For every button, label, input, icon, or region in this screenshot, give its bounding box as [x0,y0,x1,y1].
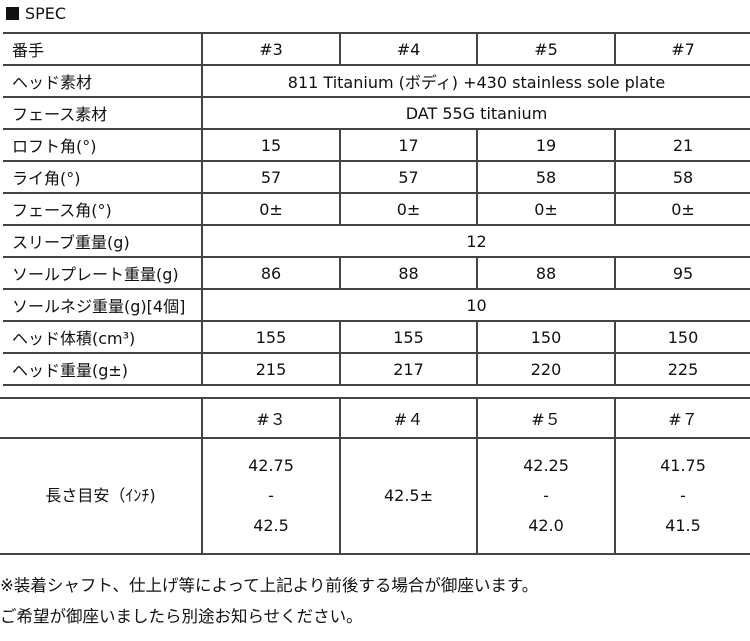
length-value: - [268,486,274,505]
table-row: ロフト角(°) 15 17 19 21 [3,128,750,162]
value-cell: 220 [476,352,615,386]
value-cell: 57 [201,160,340,194]
square-bullet-icon [6,7,19,20]
length-value: 41.75 [660,456,706,475]
merged-value-cell: DAT 55G titanium [201,96,750,130]
value-cell: 0± [614,192,750,226]
table-row: ヘッド重量(g±) 215 217 220 225 [3,352,750,386]
value-cell: 215 [201,352,340,386]
empty-corner-cell [0,397,202,439]
column-header: #３ [201,397,340,439]
value-cell: 42.25 - 42.0 [476,437,615,555]
table-row: 長さ目安（ｲﾝﾁ) 42.75 - 42.5 42.5± 42.25 - 42.0 41.75 -… [0,437,750,555]
row-label: フェース角(°) [3,192,202,226]
column-header: #7 [614,32,750,66]
value-cell: 88 [339,256,477,290]
column-header: #5 [476,32,615,66]
table-row: ソールプレート重量(g) 86 88 88 95 [3,256,750,290]
merged-value-cell: 811 Titanium (ボディ) +430 stainless sole p… [201,64,750,98]
spec-table: 番手 #3 #4 #5 #7 ヘッド素材 811 Titanium (ボディ) +430 s… [3,32,750,386]
column-header: #3 [201,32,340,66]
column-header: #4 [339,32,477,66]
merged-value-cell: 10 [201,288,750,322]
value-cell: 42.5± [339,437,477,555]
row-label: ヘッド重量(g±) [3,352,202,386]
table-row: ライ角(°) 57 57 58 58 [3,160,750,194]
value-cell: 17 [339,128,477,162]
table-row: ヘッド素材 811 Titanium (ボディ) +430 stainless s… [3,64,750,98]
table-row: ヘッド体積(cm³) 155 155 150 150 [3,320,750,354]
value-cell: 15 [201,128,340,162]
note-line-2: ご希望が御座いましたら別途お知らせください。 [0,607,363,626]
value-cell: 42.75 - 42.5 [201,437,340,555]
table-row: フェース素材 DAT 55G titanium [3,96,750,130]
value-cell: 150 [476,320,615,354]
column-header: #４ [339,397,477,439]
header-row: #３ #４ #５ #７ [0,397,750,439]
row-label: ライ角(°) [3,160,202,194]
value-cell: 58 [614,160,750,194]
length-value: 42.5 [253,516,289,535]
row-label: ソールネジ重量(g)[4個] [3,288,202,322]
column-header: #７ [614,397,750,439]
title-text: SPEC [25,4,67,23]
value-cell: 155 [339,320,477,354]
row-label: ヘッド体積(cm³) [3,320,202,354]
row-label: 長さ目安（ｲﾝﾁ) [0,437,202,555]
row-label: スリーブ重量(g) [3,224,202,258]
table-row: フェース角(°) 0± 0± 0± 0± [3,192,750,226]
value-cell: 0± [339,192,477,226]
value-cell: 155 [201,320,340,354]
row-label: 番手 [3,32,202,66]
value-cell: 57 [339,160,477,194]
merged-value-cell: 12 [201,224,750,258]
column-header: #５ [476,397,615,439]
length-value: - [680,486,686,505]
value-cell: 41.75 - 41.5 [614,437,750,555]
length-value: 42.0 [528,516,564,535]
value-cell: 58 [476,160,615,194]
value-cell: 88 [476,256,615,290]
value-cell: 86 [201,256,340,290]
length-value: 41.5 [665,516,701,535]
value-cell: 19 [476,128,615,162]
value-cell: 217 [339,352,477,386]
value-cell: 21 [614,128,750,162]
length-value: 42.75 [248,456,294,475]
row-label: ロフト角(°) [3,128,202,162]
length-table: #３ #４ #５ #７ 長さ目安（ｲﾝﾁ) 42.75-42.5 42.5± 42.25-42… [0,397,750,555]
length-value: 42.25 [523,456,569,475]
header-row: 番手 #3 #4 #5 #7 [3,32,750,66]
value-cell: 95 [614,256,750,290]
value-cell: 225 [614,352,750,386]
row-label: ソールプレート重量(g) [3,256,202,290]
table-row: スリーブ重量(g) 12 [3,224,750,258]
row-label: フェース素材 [3,96,202,130]
length-value: 42.5± [383,486,434,505]
table-row: ソールネジ重量(g)[4個] 10 [3,288,750,322]
note-line-1: ※装着シャフト、仕上げ等によって上記より前後する場合が御座います。 [0,576,539,595]
value-cell: 0± [476,192,615,226]
value-cell: 150 [614,320,750,354]
section-title: SPEC [6,4,66,23]
row-label: ヘッド素材 [3,64,202,98]
value-cell: 0± [201,192,340,226]
length-value: - [543,486,549,505]
